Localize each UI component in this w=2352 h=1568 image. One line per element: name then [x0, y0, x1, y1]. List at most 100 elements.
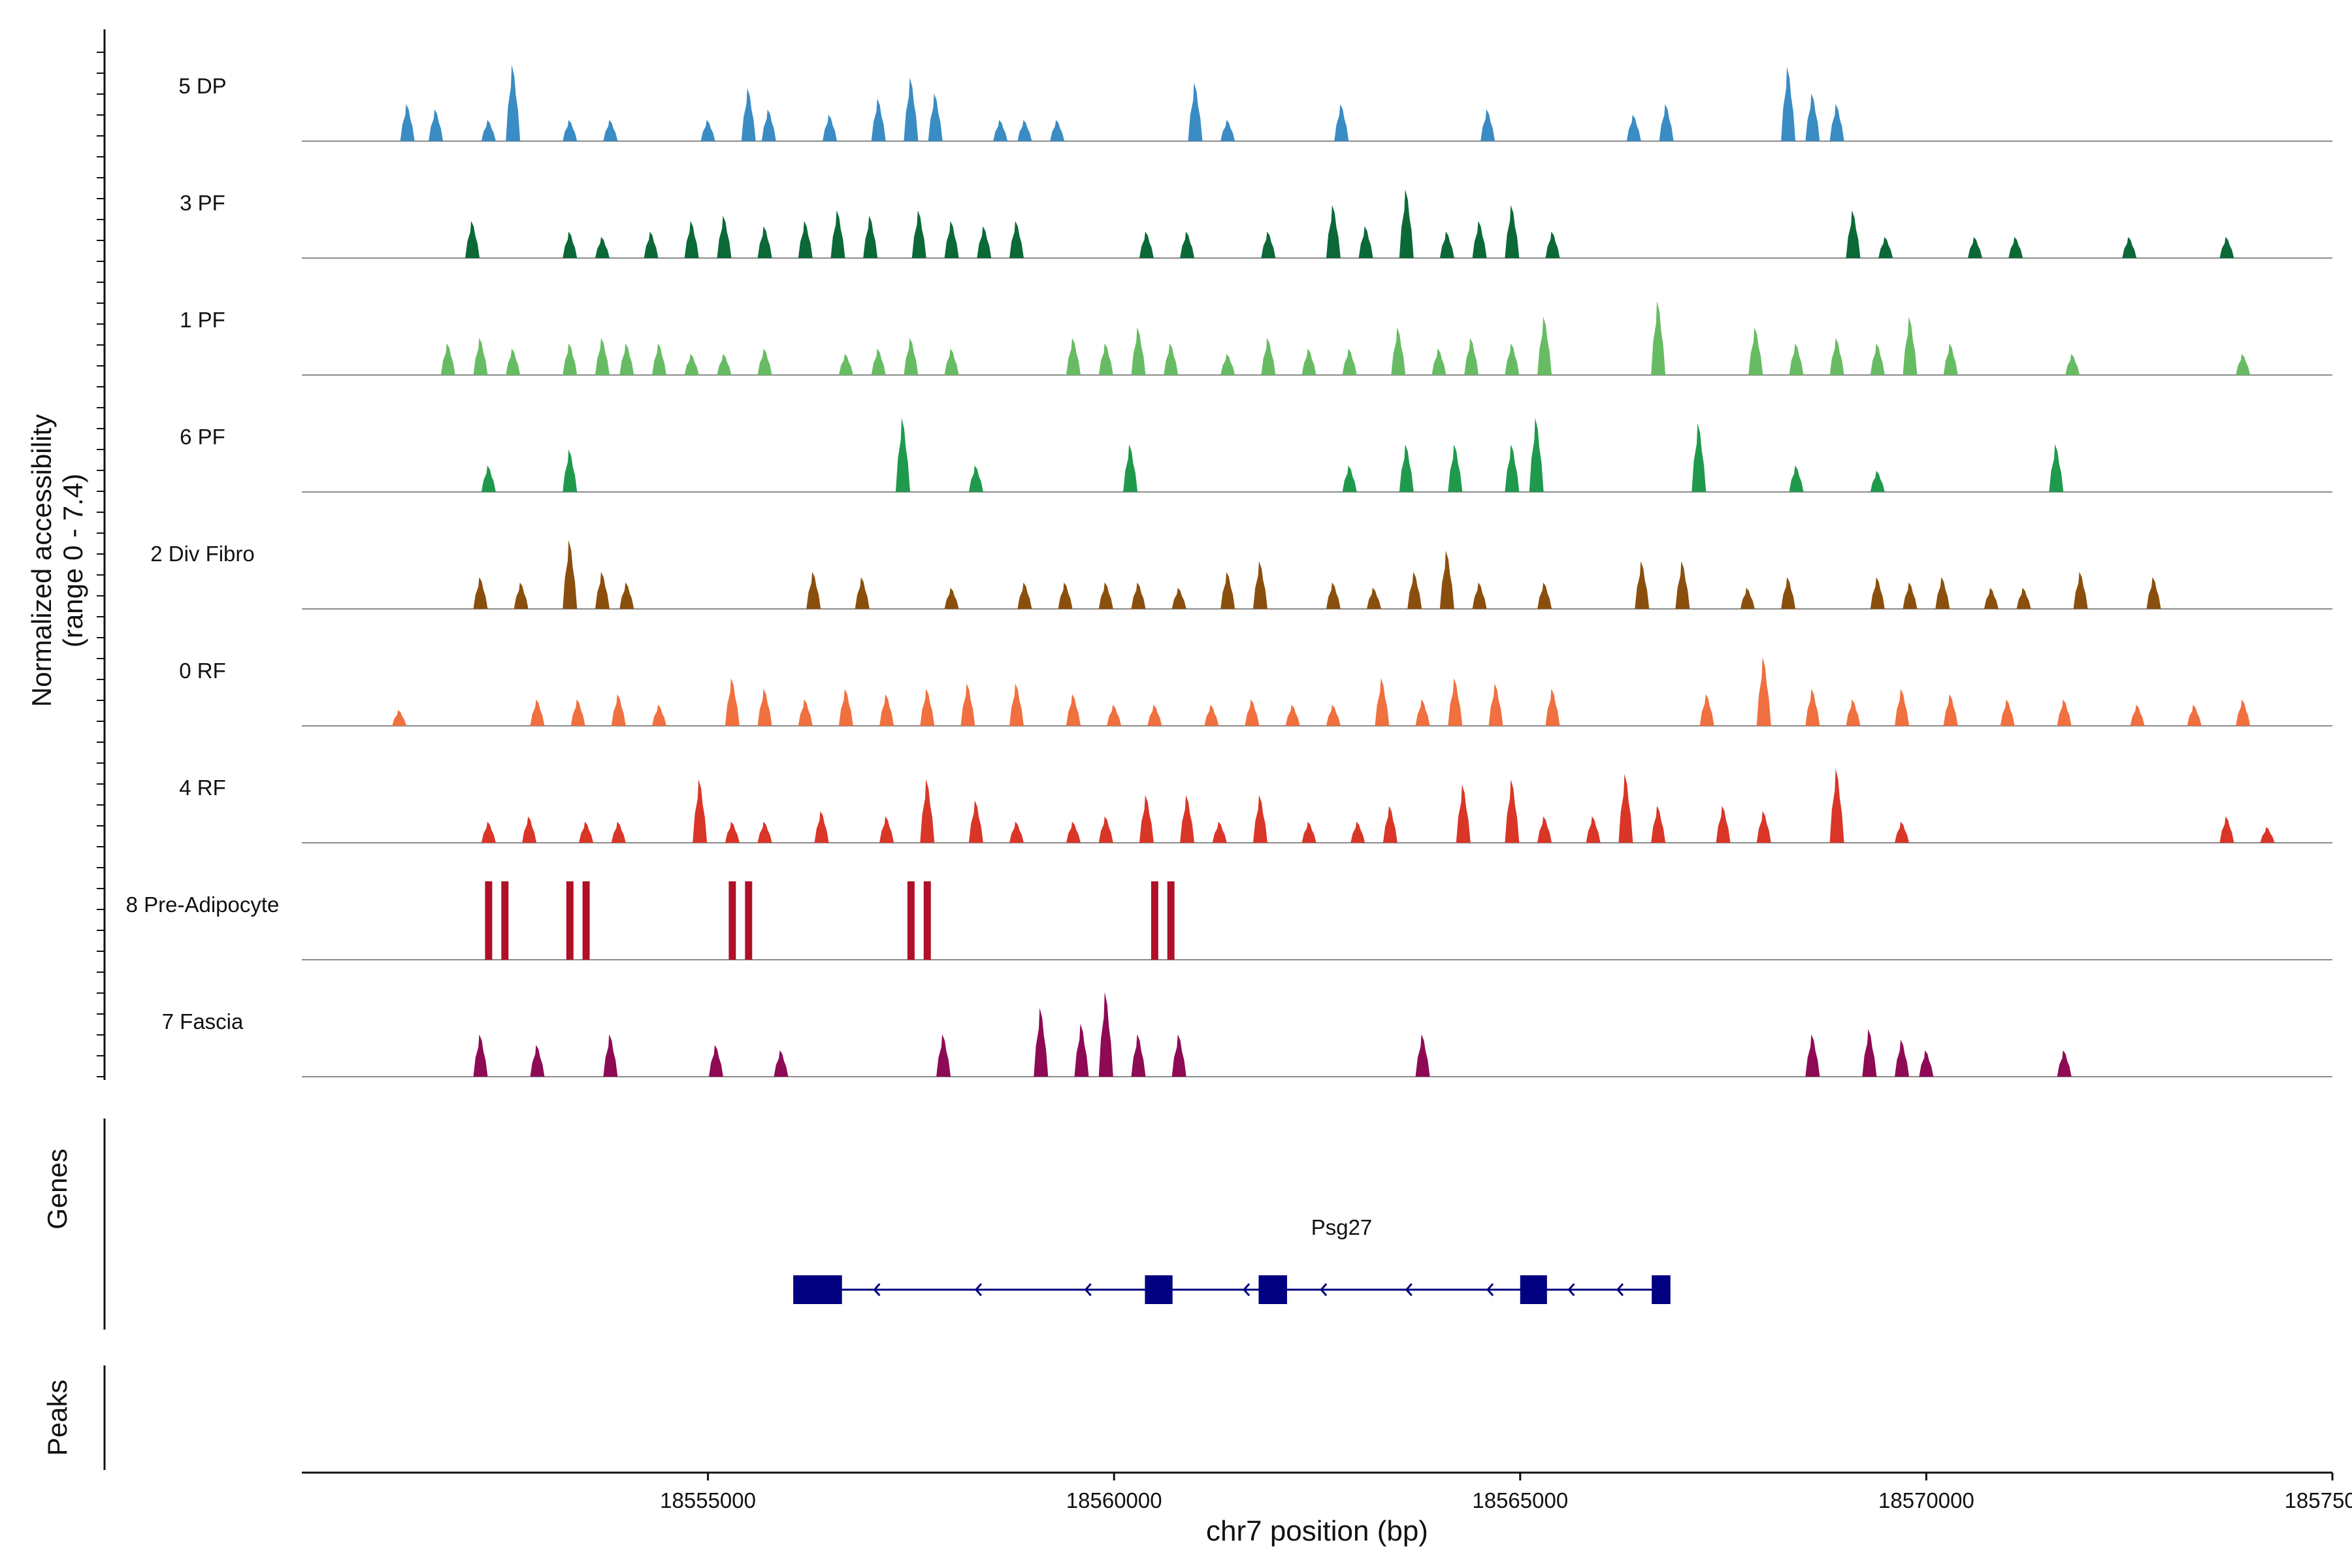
- coverage-peak: [1895, 1039, 1910, 1077]
- coverage-peak: [830, 210, 845, 258]
- coverage-peak: [761, 109, 776, 141]
- coverage-peak: [1098, 582, 1113, 609]
- track-2-div-fibro: 2 Div Fibro: [150, 540, 2332, 610]
- coverage-peak: [595, 338, 610, 375]
- coverage-peak: [1431, 348, 1446, 375]
- coverage-peak: [1164, 343, 1179, 375]
- coverage-peak: [1545, 689, 1560, 726]
- coverage-peak: [1805, 689, 1820, 726]
- coverage-peak: [563, 231, 578, 258]
- coverage-peak: [522, 816, 537, 843]
- coverage-peak: [936, 1034, 951, 1077]
- coverage-peak: [1245, 699, 1260, 726]
- coverage-peak: [1301, 821, 1316, 843]
- coverage-peak: [1586, 816, 1601, 843]
- coverage-peak: [1756, 657, 1771, 726]
- coverage-peak: [1903, 582, 1918, 609]
- strand-arrow: [1405, 1283, 1413, 1296]
- coverage-peak: [1789, 343, 1804, 375]
- coverage-peak: [855, 577, 870, 609]
- coverage-peak: [1805, 93, 1820, 141]
- coverage-peak: [1180, 231, 1195, 258]
- coverage-peak: [2219, 237, 2234, 258]
- coverage-peak: [566, 881, 574, 960]
- x-tick-label: 18570000: [1878, 1488, 1974, 1512]
- coverage-peak: [1448, 678, 1463, 726]
- coverage-peak: [814, 811, 829, 843]
- coverage-peak: [1472, 221, 1487, 258]
- coverage-peak: [757, 226, 772, 258]
- x-tick-label: 18575000: [2285, 1488, 2352, 1512]
- coverage-peak: [611, 694, 626, 726]
- coverage-peak: [1171, 587, 1186, 609]
- coverage-peak: [1151, 881, 1158, 960]
- coverage-peak: [2187, 704, 2202, 726]
- coverage-peak: [1805, 1034, 1820, 1077]
- coverage-peak: [1167, 881, 1175, 960]
- coverage-peak: [911, 210, 926, 258]
- y-axis-range-label: (range 0 - 7.4): [57, 474, 88, 647]
- coverage-peak: [1895, 689, 1910, 726]
- track-label: 6 PF: [180, 425, 225, 449]
- coverage-peak: [579, 821, 594, 843]
- coverage-peak: [944, 221, 959, 258]
- coverage-peak: [2008, 237, 2023, 258]
- coverage-peak: [1529, 417, 1544, 492]
- coverage-peak: [1139, 795, 1154, 843]
- coverage-peak: [923, 881, 931, 960]
- coverage-peak: [1439, 231, 1454, 258]
- coverage-peak: [1131, 582, 1146, 609]
- coverage-peak: [1415, 699, 1430, 726]
- coverage-peak: [798, 221, 813, 258]
- coverage-peak: [1220, 572, 1235, 609]
- gene-exon: [1652, 1275, 1671, 1304]
- coverage-peak: [1017, 582, 1032, 609]
- coverage-peak: [2219, 816, 2234, 843]
- coverage-peak: [563, 120, 578, 141]
- track-4-rf: 4 RF: [179, 768, 2332, 843]
- coverage-peak: [907, 881, 915, 960]
- coverage-peak: [1009, 221, 1024, 258]
- coverage-peak: [1034, 1007, 1049, 1077]
- coverage-peak: [709, 1045, 723, 1077]
- coverage-peak: [1740, 587, 1755, 609]
- coverage-peak: [1342, 348, 1357, 375]
- coverage-peak: [1537, 316, 1552, 375]
- coverage-peak: [1066, 821, 1081, 843]
- coverage-peak: [2236, 353, 2251, 375]
- coverage-peak: [1382, 806, 1397, 843]
- coverage-peak: [1350, 821, 1365, 843]
- coverage-peak: [1748, 327, 1763, 375]
- coverage-peak: [1123, 444, 1138, 492]
- strand-arrow: [873, 1283, 881, 1296]
- gene-exon: [1258, 1275, 1288, 1304]
- coverage-peak: [1464, 338, 1479, 375]
- coverage-peak: [1756, 811, 1771, 843]
- coverage-peak: [838, 353, 853, 375]
- coverage-peak: [993, 120, 1008, 141]
- coverage-peak: [968, 800, 983, 843]
- coverage-peak: [1098, 992, 1113, 1077]
- coverage-peak: [1943, 343, 1958, 375]
- coverage-peak: [1505, 779, 1520, 843]
- coverage-peak: [473, 338, 488, 375]
- coverage-peak: [501, 881, 509, 960]
- coverage-peak: [473, 1034, 488, 1077]
- coverage-peak: [1919, 1050, 1934, 1077]
- track-label: 8 Pre-Adipocyte: [126, 892, 280, 917]
- coverage-peak: [570, 699, 585, 726]
- coverage-peak: [514, 582, 529, 609]
- track-5-dp: 5 DP: [178, 65, 2332, 142]
- coverage-peak: [1716, 806, 1731, 843]
- coverage-peak: [928, 93, 943, 141]
- coverage-peak: [1375, 678, 1390, 726]
- coverage-peak: [1691, 423, 1707, 492]
- coverage-peak: [485, 881, 493, 960]
- coverage-peak: [1399, 189, 1414, 258]
- coverage-peak: [1285, 704, 1300, 726]
- strand-arrow: [1084, 1283, 1092, 1296]
- coverage-peak: [1391, 327, 1406, 375]
- coverage-peak: [1781, 67, 1796, 141]
